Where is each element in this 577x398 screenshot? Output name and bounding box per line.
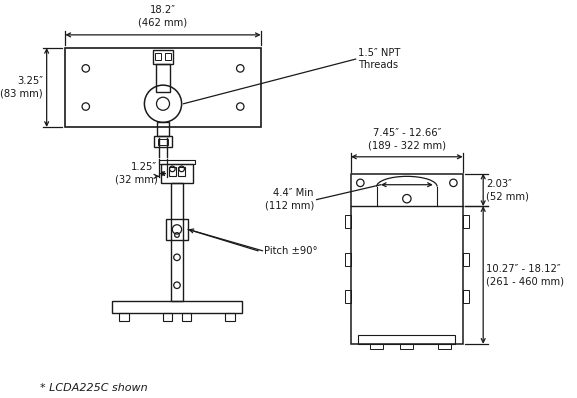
Text: Pitch ±90°: Pitch ±90° (264, 246, 318, 256)
Bar (112, 301, 242, 313)
Bar (158, 139, 168, 145)
Bar (166, 219, 188, 240)
Bar (463, 253, 469, 266)
Text: 18.2″
(462 mm): 18.2″ (462 mm) (138, 5, 188, 27)
Bar (437, 344, 451, 349)
Bar (182, 313, 191, 321)
Bar (171, 183, 182, 301)
Bar (358, 335, 455, 344)
Bar (226, 313, 235, 321)
Bar (463, 290, 469, 303)
Text: 4.4″ Min
(112 mm): 4.4″ Min (112 mm) (264, 188, 314, 211)
Text: 1.5″ NPT
Threads: 1.5″ NPT Threads (358, 48, 401, 70)
Text: 3.25″
(83 mm): 3.25″ (83 mm) (1, 76, 43, 99)
Bar (178, 167, 185, 176)
Bar (400, 344, 413, 349)
Bar (344, 215, 351, 228)
Text: 1.25″
(32 mm): 1.25″ (32 mm) (115, 162, 158, 185)
Text: 10.27″ - 18.12″
(261 - 460 mm): 10.27″ - 18.12″ (261 - 460 mm) (486, 264, 564, 286)
Bar (159, 160, 194, 164)
Bar (156, 64, 170, 92)
Bar (153, 50, 173, 64)
Text: 7.45″ - 12.66″
(189 - 322 mm): 7.45″ - 12.66″ (189 - 322 mm) (368, 128, 446, 150)
Text: 2.03″
(52 mm): 2.03″ (52 mm) (486, 179, 529, 201)
Bar (168, 167, 176, 176)
Bar (351, 174, 463, 344)
Bar (119, 313, 129, 321)
Bar (155, 53, 161, 60)
Bar (65, 48, 261, 127)
Bar (165, 53, 171, 60)
Bar (163, 313, 173, 321)
Bar (344, 290, 351, 303)
Bar (158, 122, 168, 137)
Bar (344, 253, 351, 266)
Bar (370, 344, 383, 349)
Text: * LCDA225C shown: * LCDA225C shown (40, 383, 148, 393)
Bar (463, 215, 469, 228)
Bar (153, 137, 173, 148)
Bar (161, 164, 193, 183)
